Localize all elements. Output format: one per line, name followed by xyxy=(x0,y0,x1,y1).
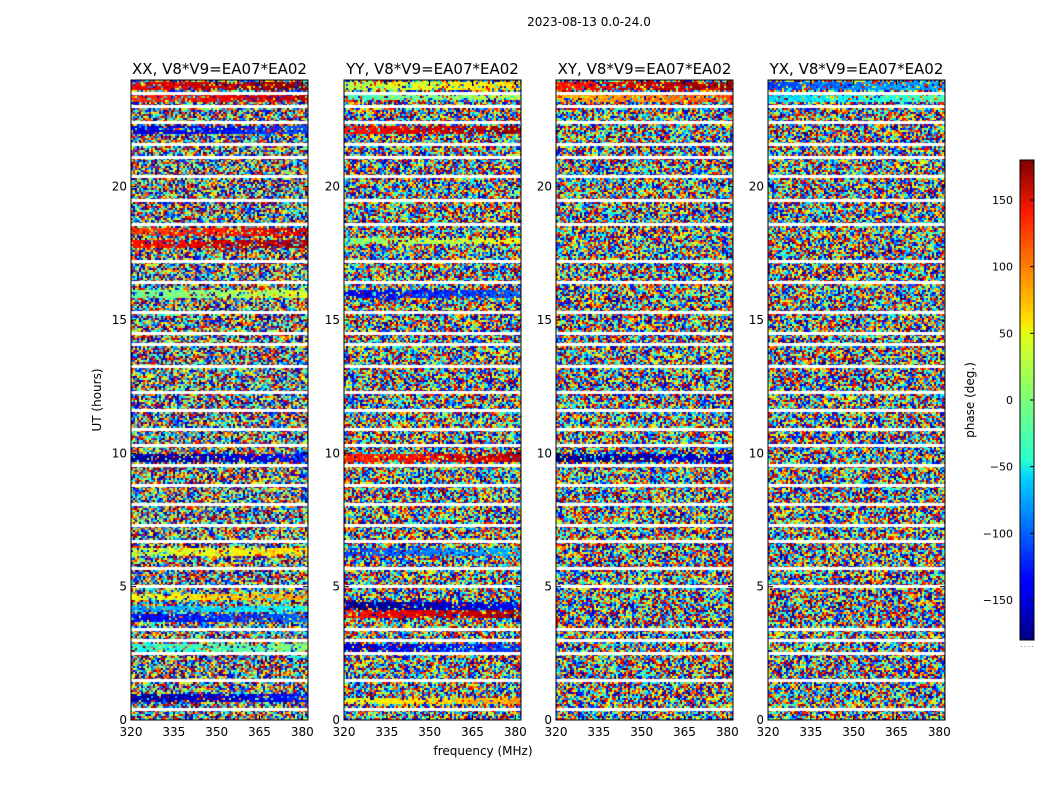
y-axis-label: UT (hours) xyxy=(90,368,104,431)
colorbar-tick-label: 0 xyxy=(1006,394,1013,407)
panel-title: XX, V8*V9=EA07*EA02 xyxy=(132,60,307,78)
x-tick-label: 380 xyxy=(928,725,951,739)
x-tick-label: 380 xyxy=(716,725,739,739)
y-tick-label: 10 xyxy=(325,446,340,460)
x-tick-label: 380 xyxy=(504,725,527,739)
y-tick-label: 15 xyxy=(537,313,552,327)
colorbar-label: phase (deg.) xyxy=(963,362,977,438)
x-tick-label: 320 xyxy=(120,725,143,739)
y-tick-label: 15 xyxy=(112,313,127,327)
y-tick-label: 20 xyxy=(749,180,764,194)
colorbar-tick-label: 100 xyxy=(992,261,1013,274)
colorbar-under-label: · · · · xyxy=(1020,644,1033,651)
colorbar: 150 100 50 0 −50 −100 −150 phase (deg.) · · · … xyxy=(963,159,1035,651)
y-tick-label: 10 xyxy=(749,446,764,460)
y-tick-label: 0 xyxy=(332,713,340,727)
x-tick-label: 335 xyxy=(162,725,185,739)
colorbar-tick-label: −50 xyxy=(990,461,1013,474)
phase-heatmap xyxy=(344,80,521,720)
y-tick-label: 5 xyxy=(332,580,340,594)
colorbar-tick-label: 50 xyxy=(999,327,1013,340)
panel-frame xyxy=(767,79,946,721)
x-tick-label: 365 xyxy=(673,725,696,739)
x-tick-label: 320 xyxy=(757,725,780,739)
panel-xy: XY, V8*V9=EA07*EA02 320 335 350 365 380 0 5 10 15… xyxy=(537,60,739,739)
colorbar-tick-label: −150 xyxy=(983,594,1013,607)
panel-yx: YX, V8*V9=EA07*EA02 320 335 350 365 380 0 5 10 15… xyxy=(749,60,951,739)
x-tick-label: 350 xyxy=(842,725,865,739)
x-tick-label: 335 xyxy=(375,725,398,739)
y-tick-label: 10 xyxy=(112,446,127,460)
y-tick-label: 5 xyxy=(119,580,127,594)
x-tick-label: 365 xyxy=(461,725,484,739)
y-tick-label: 10 xyxy=(537,446,552,460)
y-tick-label: 5 xyxy=(544,580,552,594)
colorbar-tick-label: −100 xyxy=(983,527,1013,540)
x-tick-label: 335 xyxy=(799,725,822,739)
x-tick-label: 350 xyxy=(205,725,228,739)
x-tick-label: 350 xyxy=(418,725,441,739)
panel-frame xyxy=(130,79,309,721)
panel-frame xyxy=(555,79,734,721)
y-tick-label: 0 xyxy=(119,713,127,727)
phase-heatmap xyxy=(556,80,733,720)
x-tick-label: 365 xyxy=(885,725,908,739)
y-tick-label: 20 xyxy=(325,180,340,194)
figure-title: 2023-08-13 0.0-24.0 xyxy=(527,15,651,29)
y-tick-label: 20 xyxy=(112,180,127,194)
panel-title: XY, V8*V9=EA07*EA02 xyxy=(558,60,732,78)
panels-group: XX, V8*V9=EA07*EA02 320 335 350 365 380 0 5 10 15… xyxy=(112,60,951,739)
panel-xx: XX, V8*V9=EA07*EA02 320 335 350 365 380 0 5 10 15… xyxy=(112,60,314,739)
panel-frame xyxy=(343,79,522,721)
colorbar-tick-label: 150 xyxy=(992,194,1013,207)
x-tick-label: 320 xyxy=(545,725,568,739)
panel-title: YX, V8*V9=EA07*EA02 xyxy=(769,60,944,78)
y-tick-label: 15 xyxy=(749,313,764,327)
x-tick-label: 380 xyxy=(291,725,314,739)
x-tick-label: 320 xyxy=(333,725,356,739)
panel-title: YY, V8*V9=EA07*EA02 xyxy=(345,60,519,78)
x-tick-label: 350 xyxy=(630,725,653,739)
y-tick-label: 5 xyxy=(756,580,764,594)
x-tick-label: 335 xyxy=(587,725,610,739)
x-tick-label: 365 xyxy=(248,725,271,739)
panel-yy: YY, V8*V9=EA07*EA02 320 335 350 365 380 0 5 10 15… xyxy=(325,60,527,739)
y-tick-label: 0 xyxy=(544,713,552,727)
x-axis-label: frequency (MHz) xyxy=(433,744,532,758)
y-tick-label: 0 xyxy=(756,713,764,727)
colorbar-ticks: 150 100 50 0 −50 −100 −150 xyxy=(983,194,1034,607)
y-tick-label: 15 xyxy=(325,313,340,327)
phase-heatmap xyxy=(131,80,308,720)
phase-heatmap xyxy=(768,80,945,720)
y-tick-label: 20 xyxy=(537,180,552,194)
